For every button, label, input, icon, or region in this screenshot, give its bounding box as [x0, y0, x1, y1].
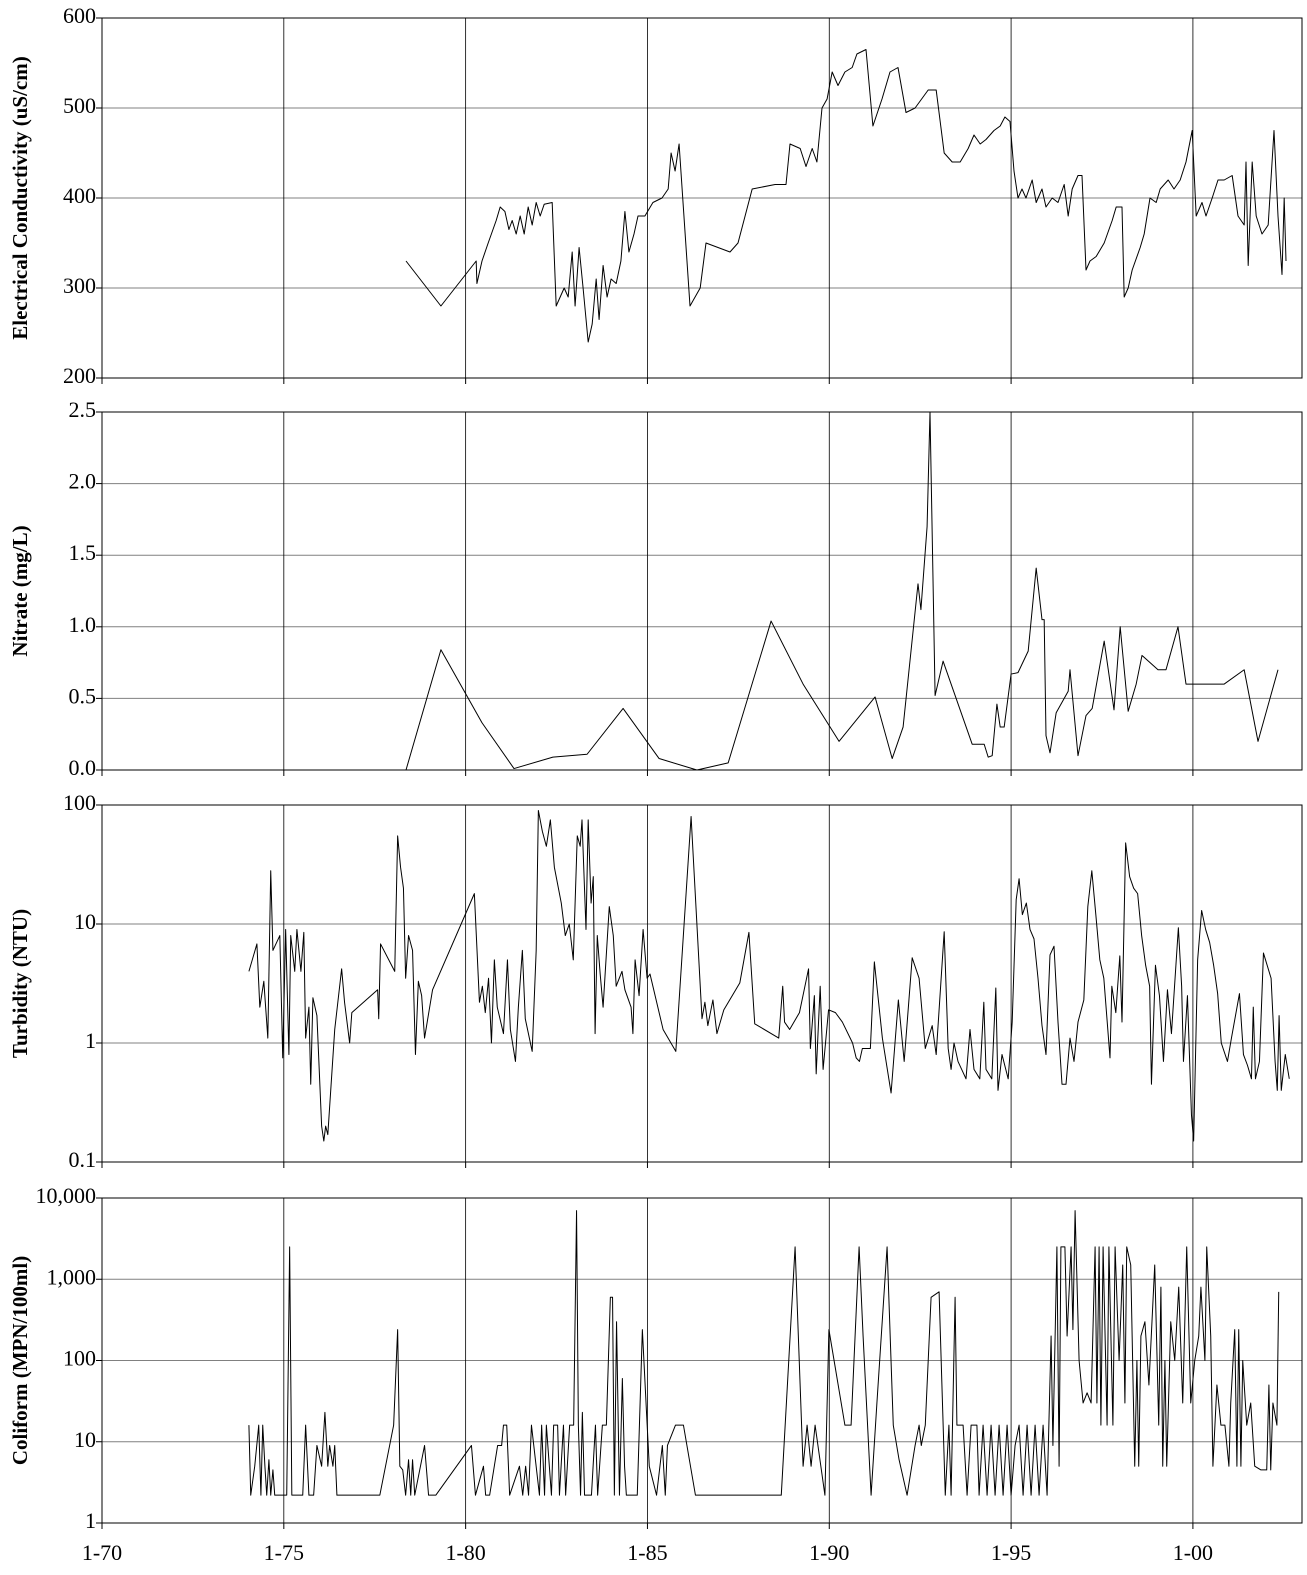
- x-tick-label: 1-80: [445, 1540, 485, 1565]
- y-tick-label: 2.5: [69, 397, 97, 422]
- plot-frame: [101, 411, 1303, 771]
- y-tick-label: 1: [85, 1028, 96, 1053]
- y-tick-label: 500: [63, 93, 96, 118]
- x-tick-label: 1-85: [627, 1540, 667, 1565]
- x-tick-label: 1-70: [82, 1540, 122, 1565]
- data-line: [405, 49, 1287, 343]
- x-tick-label: 1-00: [1173, 1540, 1213, 1565]
- y-tick-label: 0.0: [69, 755, 97, 780]
- x-tick-label: 1-95: [991, 1540, 1031, 1565]
- y-axis-title: Turbidity (NTU): [8, 909, 32, 1058]
- y-tick-label: 10,000: [36, 1183, 97, 1208]
- data-line: [248, 809, 1290, 1142]
- x-tick-label: 1-75: [264, 1540, 304, 1565]
- y-tick-label: 100: [63, 1346, 96, 1371]
- y-axis-title: Nitrate (mg/L): [8, 525, 32, 656]
- y-tick-label: 0.1: [69, 1147, 97, 1172]
- y-tick-label: 400: [63, 183, 96, 208]
- y-tick-label: 10: [74, 909, 96, 934]
- plot-frame: [101, 1197, 1303, 1524]
- y-axis-title: Electrical Conductivity (uS/cm): [8, 56, 32, 339]
- plot-frame: [101, 804, 1303, 1163]
- y-tick-label: 200: [63, 363, 96, 388]
- plot-frame: [101, 17, 1303, 379]
- data-line: [248, 1210, 1280, 1496]
- y-tick-label: 1.0: [69, 612, 97, 637]
- y-tick-label: 2.0: [69, 469, 97, 494]
- y-tick-label: 1: [85, 1508, 96, 1533]
- x-tick-label: 1-90: [809, 1540, 849, 1565]
- y-tick-label: 0.5: [69, 683, 97, 708]
- y-tick-label: 600: [63, 3, 96, 28]
- y-axis-title: Coliform (MPN/100ml): [8, 1256, 32, 1465]
- y-tick-label: 1.5: [69, 540, 97, 565]
- y-tick-label: 10: [74, 1427, 96, 1452]
- y-tick-label: 100: [63, 790, 96, 815]
- y-tick-label: 1,000: [47, 1264, 97, 1289]
- y-tick-label: 300: [63, 273, 96, 298]
- data-line: [405, 411, 1279, 771]
